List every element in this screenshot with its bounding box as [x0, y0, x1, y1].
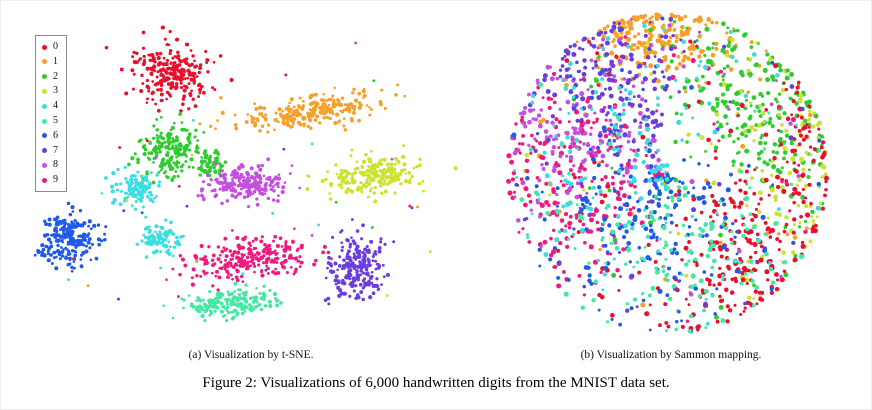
legend-label: 6: [53, 129, 58, 141]
legend-item-6: 6: [42, 130, 58, 142]
legend-item-4: 4: [42, 100, 58, 112]
legend-item-9: 9: [42, 174, 58, 186]
legend-marker-icon: [42, 162, 47, 168]
legend-label: 2: [53, 70, 58, 82]
legend-item-1: 1: [42, 56, 58, 68]
tsne-panel: 0 1 2 3 4 5 6 7 8 9: [21, 9, 481, 339]
legend-marker-icon: [42, 118, 47, 124]
legend-marker-icon: [42, 177, 47, 183]
legend-marker-icon: [42, 44, 47, 50]
subcaption-sammon: (b) Visualization by Sammon mapping.: [580, 349, 762, 361]
legend-label: 8: [53, 159, 58, 171]
legend-marker-icon: [42, 59, 47, 65]
legend-label: 1: [53, 55, 58, 67]
subcaption-tsne: (a) Visualization by t-SNE.: [188, 349, 314, 361]
legend-label: 9: [53, 174, 58, 186]
legend-item-3: 3: [42, 85, 58, 97]
legend-marker-icon: [42, 74, 47, 80]
legend-marker-icon: [42, 148, 47, 154]
legend-item-5: 5: [42, 115, 58, 127]
legend-item-7: 7: [42, 144, 58, 156]
figure-caption: Figure 2: Visualizations of 6,000 handwr…: [202, 375, 670, 391]
legend-item-2: 2: [42, 71, 58, 83]
legend-item-8: 8: [42, 159, 58, 171]
tsne-scatter-canvas: [21, 9, 481, 339]
sammon-panel: [501, 6, 841, 341]
legend-label: 0: [53, 41, 58, 53]
legend-item-0: 0: [42, 41, 58, 53]
legend-label: 5: [53, 115, 58, 126]
digit-class-legend: 0 1 2 3 4 5 6 7 8 9: [35, 35, 67, 193]
legend-label: 7: [53, 144, 58, 156]
legend-marker-icon: [42, 88, 47, 94]
legend-marker-icon: [42, 103, 47, 109]
legend-marker-icon: [42, 133, 47, 139]
sammon-scatter-canvas: [501, 6, 841, 341]
legend-label: 3: [53, 85, 58, 97]
legend-label: 4: [53, 100, 58, 112]
